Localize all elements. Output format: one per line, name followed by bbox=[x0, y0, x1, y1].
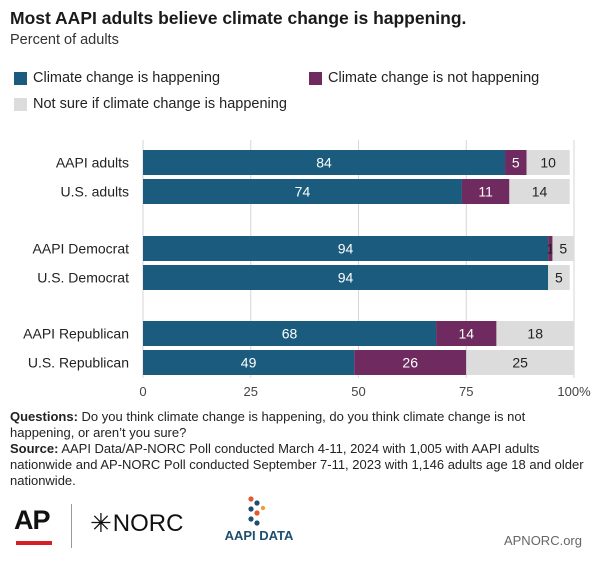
category-label: U.S. Republican bbox=[28, 355, 129, 371]
legend-swatch-not-sure bbox=[14, 97, 27, 111]
legend-item-not-sure: Not sure if climate change is happening bbox=[14, 96, 287, 112]
bar-segment bbox=[143, 265, 549, 290]
legend-label-not-happening: Climate change is not happening bbox=[328, 70, 540, 86]
questions-text: Do you think climate change is happening… bbox=[10, 409, 526, 440]
bar-segment bbox=[548, 265, 570, 290]
legend-swatch-happening bbox=[14, 71, 27, 85]
data-label: 1 bbox=[547, 241, 555, 257]
chart-subtitle: Percent of adults bbox=[10, 32, 119, 48]
category-label: AAPI adults bbox=[56, 155, 129, 171]
data-label: 10 bbox=[540, 155, 556, 171]
bar-segment bbox=[461, 179, 510, 204]
logo-divider bbox=[71, 504, 72, 548]
data-label: 5 bbox=[512, 155, 520, 171]
bar-segment bbox=[143, 150, 506, 175]
aapi-data-logo: AAPI DATA bbox=[218, 494, 300, 560]
data-label: 5 bbox=[559, 241, 567, 257]
x-tick-label: 0 bbox=[139, 384, 146, 399]
bar-segment bbox=[505, 150, 527, 175]
data-label: 49 bbox=[241, 355, 257, 371]
x-tick-label: 25 bbox=[244, 384, 258, 399]
source-label: Source: bbox=[10, 441, 59, 456]
norc-logo: ✳ NORC bbox=[90, 508, 183, 539]
bar-segment bbox=[143, 350, 355, 375]
bar-segment bbox=[143, 179, 462, 204]
questions-label: Questions: bbox=[10, 409, 78, 424]
category-label: U.S. adults bbox=[61, 184, 129, 200]
data-label: 26 bbox=[402, 355, 418, 371]
x-tick-label: 75 bbox=[459, 384, 473, 399]
norc-logo-text: NORC bbox=[112, 509, 184, 537]
ap-logo: AP bbox=[14, 505, 51, 535]
category-label: U.S. Democrat bbox=[37, 270, 129, 286]
bar-segment bbox=[354, 350, 467, 375]
data-label: 94 bbox=[338, 270, 354, 286]
legend-swatch-not-happening bbox=[309, 71, 322, 85]
category-label: AAPI Democrat bbox=[33, 241, 130, 257]
bar-segment bbox=[496, 321, 574, 346]
data-label: 18 bbox=[527, 326, 543, 342]
aapi-data-mark-icon bbox=[248, 496, 266, 526]
source-note: Source: AAPI Data/AP-NORC Poll conducted… bbox=[10, 441, 590, 489]
data-label: 14 bbox=[532, 184, 548, 200]
legend-item-not-happening: Climate change is not happening bbox=[309, 70, 539, 86]
bar-segment bbox=[548, 236, 553, 261]
bar-segment bbox=[466, 350, 574, 375]
stacked-bar-chart: 0 25 50 75 100% AAPI adults 84 5 10 U.S. adults 74… bbox=[23, 140, 591, 399]
legend-label-happening: Climate change is happening bbox=[33, 70, 221, 86]
data-label: 5 bbox=[555, 270, 563, 286]
category-label: AAPI Republican bbox=[23, 326, 129, 342]
aapi-data-logo-text: AAPI DATA bbox=[224, 528, 294, 543]
data-label: 68 bbox=[282, 326, 298, 342]
data-label: 84 bbox=[316, 155, 332, 171]
data-label: 94 bbox=[338, 241, 354, 257]
questions-note: Questions: Do you think climate change i… bbox=[10, 409, 590, 441]
data-label: 14 bbox=[458, 326, 474, 342]
chart-notes: Questions: Do you think climate change i… bbox=[10, 409, 590, 489]
legend-label-not-sure: Not sure if climate change is happening bbox=[33, 96, 287, 112]
bar-segment bbox=[436, 321, 497, 346]
data-label: 11 bbox=[478, 184, 493, 200]
data-label: 74 bbox=[295, 184, 311, 200]
data-label: 25 bbox=[512, 355, 528, 371]
bar-segment bbox=[526, 150, 570, 175]
legend-item-happening: Climate change is happening bbox=[14, 70, 220, 86]
ap-logo-underline bbox=[16, 541, 52, 545]
x-tick-label: 100% bbox=[557, 384, 591, 399]
chart-title: Most AAPI adults believe climate change … bbox=[10, 8, 467, 28]
norc-star-icon: ✳ bbox=[90, 508, 112, 538]
source-text: AAPI Data/AP-NORC Poll conducted March 4… bbox=[10, 441, 584, 488]
bar-segment bbox=[143, 236, 549, 261]
logo-bar: AP ✳ NORC AAPI DATA APNORC.org bbox=[0, 492, 600, 563]
bar-segment bbox=[143, 321, 437, 346]
bar-segment bbox=[509, 179, 570, 204]
website-link[interactable]: APNORC.org bbox=[503, 533, 582, 548]
bar-segment bbox=[552, 236, 574, 261]
x-tick-label: 50 bbox=[351, 384, 365, 399]
